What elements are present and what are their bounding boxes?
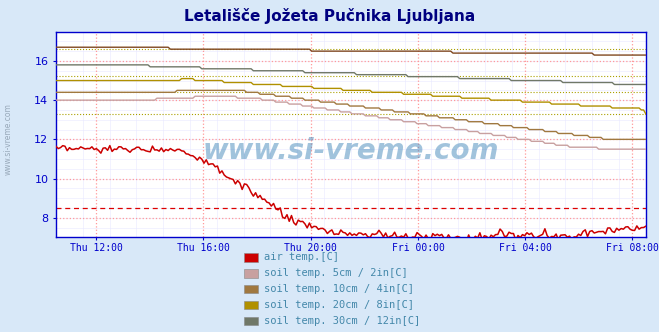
Text: www.si-vreme.com: www.si-vreme.com: [203, 137, 499, 165]
Text: soil temp. 5cm / 2in[C]: soil temp. 5cm / 2in[C]: [264, 268, 407, 278]
Text: soil temp. 30cm / 12in[C]: soil temp. 30cm / 12in[C]: [264, 316, 420, 326]
Text: www.si-vreme.com: www.si-vreme.com: [3, 104, 13, 175]
Text: soil temp. 20cm / 8in[C]: soil temp. 20cm / 8in[C]: [264, 300, 414, 310]
Text: air temp.[C]: air temp.[C]: [264, 252, 339, 262]
Text: Letališče Jožeta Pučnika Ljubljana: Letališče Jožeta Pučnika Ljubljana: [184, 8, 475, 24]
Text: soil temp. 10cm / 4in[C]: soil temp. 10cm / 4in[C]: [264, 284, 414, 294]
